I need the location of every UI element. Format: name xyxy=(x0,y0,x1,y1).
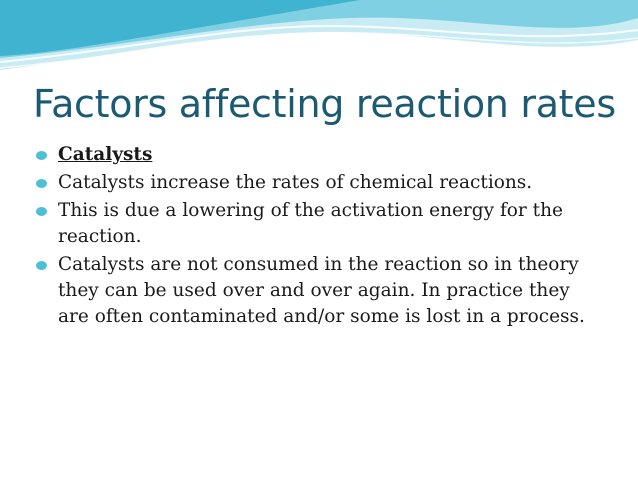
bullet-dot-icon xyxy=(36,179,47,188)
bullet-text: Catalysts increase the rates of chemical… xyxy=(58,172,533,193)
bullet-item: Catalysts increase the rates of chemical… xyxy=(36,170,596,196)
bullet-dot-icon xyxy=(36,261,47,270)
bullet-item: This is due a lowering of the activation… xyxy=(36,198,596,250)
bullet-list: Catalysts Catalysts increase the rates o… xyxy=(36,142,596,332)
bullet-item-catalysts-heading: Catalysts xyxy=(36,142,596,168)
bullet-text: This is due a lowering of the activation… xyxy=(58,200,563,247)
bullet-heading-text: Catalysts xyxy=(58,144,153,165)
bullet-dot-icon xyxy=(36,207,47,216)
slide-title: Factors affecting reaction rates xyxy=(33,82,616,126)
bullet-text: Catalysts are not consumed in the reacti… xyxy=(58,254,585,327)
decorative-wave-banner xyxy=(0,0,638,70)
bullet-item: Catalysts are not consumed in the reacti… xyxy=(36,252,596,330)
bullet-dot-icon xyxy=(36,151,47,160)
